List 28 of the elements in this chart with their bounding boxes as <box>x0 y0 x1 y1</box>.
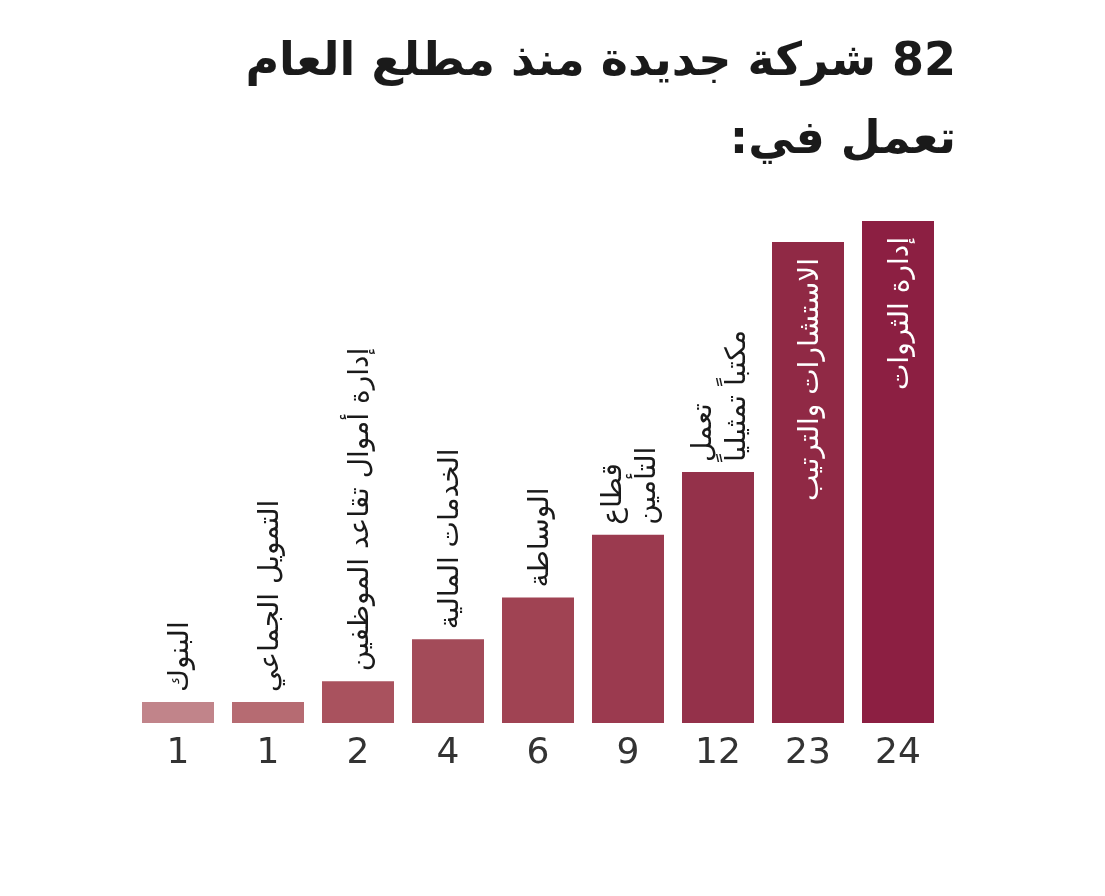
x-tick-label: البنوك <box>162 621 195 693</box>
x-tick-label: الخدمات المالية <box>432 448 465 630</box>
bar <box>502 597 574 723</box>
data-label: 12 <box>695 730 741 771</box>
bar <box>772 241 844 723</box>
bar <box>232 702 304 723</box>
x-tick-label: تعمل مكتباً تمثيلياً <box>685 330 752 463</box>
bar <box>592 534 664 723</box>
x-tick-label: إدارة الثروات <box>882 237 915 390</box>
data-label: 2 <box>346 730 370 771</box>
x-tick-label: قطاع التأمين <box>595 446 662 525</box>
data-label: 1 <box>166 730 190 771</box>
data-label: 4 <box>436 730 460 771</box>
data-label: 23 <box>785 730 831 771</box>
x-tick-label: الوساطة <box>522 487 555 588</box>
x-tick-label: إدارة أموال تقاعد الموظفين <box>339 347 375 672</box>
bar <box>412 639 484 723</box>
bar <box>682 472 754 723</box>
data-label: 1 <box>256 730 280 771</box>
bar <box>862 221 934 723</box>
x-tick-label: التمويل الجماعي <box>252 499 285 693</box>
data-label: 6 <box>526 730 550 771</box>
bar <box>322 681 394 723</box>
bar <box>142 702 214 723</box>
x-tick-label: الاستشارات والترتيب <box>792 257 825 502</box>
data-label: 9 <box>616 730 640 771</box>
chart-title: 82 شركة جديدة منذ مطلع العام تعمل في: <box>244 31 956 166</box>
data-label: 24 <box>875 730 921 771</box>
